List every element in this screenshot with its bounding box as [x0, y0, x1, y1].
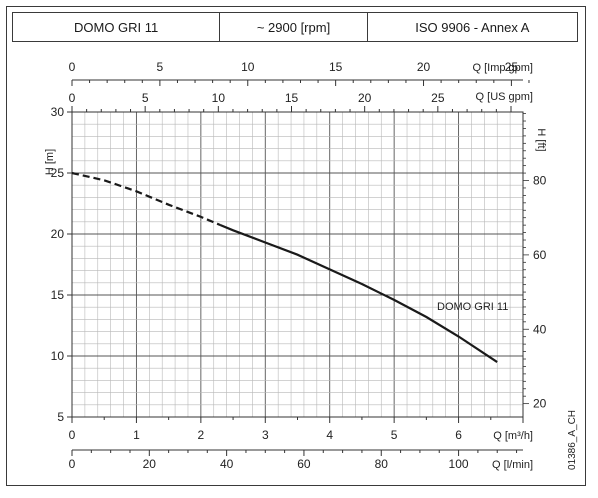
- x-primary-tick-label: 3: [262, 428, 269, 442]
- model-label: DOMO GRI 11: [13, 13, 221, 41]
- y-right-tick-label: 80: [533, 174, 547, 188]
- y-right-tick-label: 40: [533, 322, 547, 336]
- curve-dashed: [71, 171, 221, 227]
- chart-header: DOMO GRI 11 ~ 2900 [rpm] ISO 9906 - Anne…: [12, 12, 578, 42]
- x-primary-tick-label: 2: [198, 428, 205, 442]
- y-left-tick-label: 20: [51, 227, 65, 241]
- x-us-tick-label: 20: [358, 91, 372, 105]
- y-right-label: H [ft]: [535, 128, 547, 151]
- speed-label: ~ 2900 [rpm]: [220, 13, 368, 41]
- plot-border: [71, 111, 524, 418]
- x-primary-tick-label: 0: [69, 428, 76, 442]
- curve-solid: [219, 223, 498, 364]
- y-left-label: H [m]: [44, 149, 56, 175]
- y-left-tick-label: 10: [51, 349, 65, 363]
- x-bottom-lmin-label: Q [l/min]: [492, 459, 533, 471]
- x-primary-tick-label: 6: [455, 428, 462, 442]
- axis-labels: H [m] H [ft] Q [Imp gpm] Q [US gpm] Q [m…: [44, 62, 578, 471]
- grid: [71, 111, 524, 418]
- x-imp-tick-label: 25: [505, 60, 519, 74]
- x-us-tick-label: 25: [431, 91, 445, 105]
- x-primary-tick-label: 4: [326, 428, 333, 442]
- y-left-tick-label: 25: [51, 166, 65, 180]
- y-right-tick-label: 20: [533, 397, 547, 411]
- curve-label: DOMO GRI 11: [437, 301, 508, 313]
- x-primary-tick-label: 5: [391, 428, 398, 442]
- x-top-us-label: Q [US gpm]: [476, 91, 533, 103]
- x-us-tick-label: 5: [142, 91, 149, 105]
- y-left-tick-label: 5: [57, 410, 64, 424]
- x-imp-tick-label: 20: [417, 60, 431, 74]
- x-us-tick-label: 15: [285, 91, 299, 105]
- x-imp-tick-label: 10: [241, 60, 255, 74]
- curve-group: [71, 171, 498, 364]
- y-left-tick-label: 15: [51, 288, 65, 302]
- x-us-tick-label: 0: [69, 91, 76, 105]
- x-lmin-tick-label: 80: [375, 457, 389, 471]
- standard-label: ISO 9906 - Annex A: [415, 19, 530, 35]
- x-lmin-tick-label: 40: [220, 457, 234, 471]
- drawing-code: 01386_A_CH: [567, 410, 578, 470]
- x-lmin-tick-label: 100: [449, 457, 469, 471]
- x-primary-tick-label: 1: [133, 428, 140, 442]
- y-left-tick-label: 30: [51, 105, 65, 119]
- y-right-tick-label: 60: [533, 248, 547, 262]
- x-lmin-tick-label: 20: [143, 457, 157, 471]
- x-top-imp-label: Q [Imp gpm]: [472, 62, 533, 74]
- x-lmin-tick-label: 60: [297, 457, 311, 471]
- x-bottom-m3h-label: Q [m³/h]: [493, 430, 533, 442]
- x-imp-tick-label: 5: [157, 60, 164, 74]
- x-imp-tick-label: 15: [329, 60, 343, 74]
- x-imp-tick-label: 0: [69, 60, 76, 74]
- x-us-tick-label: 10: [212, 91, 226, 105]
- x-lmin-tick-label: 0: [69, 457, 76, 471]
